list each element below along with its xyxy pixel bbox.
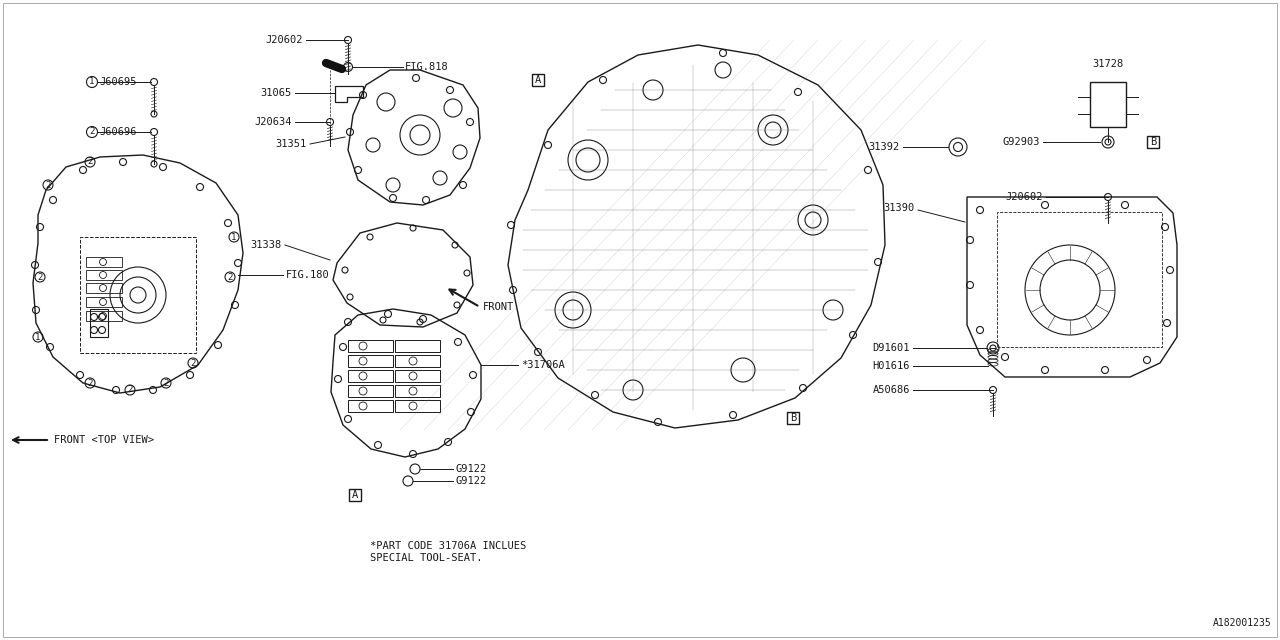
Text: *31706A: *31706A (521, 360, 564, 370)
Text: A50686: A50686 (873, 385, 910, 395)
Text: 31390: 31390 (883, 203, 915, 213)
Text: 2: 2 (164, 378, 169, 387)
Bar (532, 74, 544, 86)
Bar (86, 257, 122, 267)
Text: J20602: J20602 (265, 35, 303, 45)
Bar (348, 355, 393, 367)
Bar (348, 400, 393, 412)
Text: J20634: J20634 (255, 117, 292, 127)
Bar (349, 489, 361, 501)
Text: 2: 2 (127, 385, 133, 394)
Bar (997, 212, 1162, 347)
Bar (396, 385, 440, 397)
Text: SPECIAL TOOL-SEAT.: SPECIAL TOOL-SEAT. (370, 553, 483, 563)
Text: J60695: J60695 (99, 77, 137, 87)
Text: G92903: G92903 (1002, 137, 1039, 147)
Text: 1: 1 (90, 77, 95, 86)
Text: D91601: D91601 (873, 343, 910, 353)
Text: 2: 2 (191, 358, 196, 367)
Bar (90, 309, 108, 337)
Bar (1091, 82, 1126, 127)
Bar (86, 311, 122, 321)
Text: FRONT: FRONT (483, 302, 515, 312)
Bar (348, 385, 393, 397)
Text: A: A (352, 490, 358, 500)
Bar (86, 297, 122, 307)
Text: G9122: G9122 (456, 476, 488, 486)
Bar (348, 340, 393, 352)
Bar (348, 370, 393, 382)
Bar (86, 270, 122, 280)
Text: B: B (1149, 137, 1156, 147)
Text: 2: 2 (87, 157, 92, 166)
Text: FIG.818: FIG.818 (404, 62, 449, 72)
Text: 1: 1 (232, 232, 237, 241)
Text: J60696: J60696 (99, 127, 137, 137)
Text: J20602: J20602 (1006, 192, 1043, 202)
Text: B: B (790, 413, 796, 423)
Text: 31728: 31728 (1092, 59, 1124, 69)
Bar (1147, 136, 1158, 148)
Bar (396, 370, 440, 382)
Text: FRONT <TOP VIEW>: FRONT <TOP VIEW> (54, 435, 154, 445)
Bar (396, 340, 440, 352)
Text: 31392: 31392 (869, 142, 900, 152)
Text: *PART CODE 31706A INCLUES: *PART CODE 31706A INCLUES (370, 541, 526, 551)
Text: 1: 1 (36, 333, 41, 342)
Text: A: A (535, 75, 541, 85)
Bar (79, 237, 196, 353)
Text: 2: 2 (37, 273, 42, 282)
Bar (787, 412, 799, 424)
Text: FIG.180: FIG.180 (285, 270, 330, 280)
Text: 2: 2 (90, 127, 95, 136)
Bar (396, 355, 440, 367)
Text: H01616: H01616 (873, 361, 910, 371)
Text: 2: 2 (228, 273, 233, 282)
Text: G9122: G9122 (456, 464, 488, 474)
Text: A182001235: A182001235 (1213, 618, 1272, 628)
Text: 2: 2 (45, 180, 51, 189)
Bar (396, 400, 440, 412)
Text: 2: 2 (87, 378, 92, 387)
Bar (86, 283, 122, 293)
Text: 31338: 31338 (251, 240, 282, 250)
Text: 31065: 31065 (261, 88, 292, 98)
Text: 31351: 31351 (275, 139, 307, 149)
